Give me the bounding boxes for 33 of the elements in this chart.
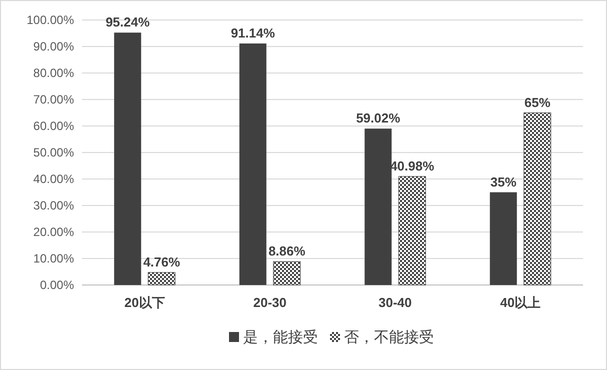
data-label: 59.02% [356,110,401,126]
x-tick-label: 40以上 [500,295,541,310]
bar [239,43,266,285]
data-label: 91.14% [230,25,276,40]
legend-label: 否，不能接受 [344,329,434,346]
bar [114,32,142,285]
data-label: 4.76% [143,254,180,270]
bar [490,192,517,285]
data-label: 35% [490,174,517,190]
y-tick-label: 70.00% [33,92,74,106]
y-tick-label: 60.00% [33,119,74,133]
y-tick-label: 100.00% [26,13,74,27]
legend-label: 是，能接受 [243,329,318,346]
data-label: 95.24% [106,14,150,30]
x-tick-label: 20以下 [124,295,165,310]
y-tick-label: 40.00% [33,172,74,186]
y-tick-label: 90.00% [33,40,74,54]
y-tick-label: 80.00% [33,66,74,80]
y-tick-label: 50.00% [33,146,74,160]
bar [398,176,426,286]
bar [524,112,552,286]
y-tick-label: 10.00% [33,252,74,266]
data-label: 8.86% [268,244,306,259]
y-tick-label: 0.00% [40,278,74,292]
y-tick-label: 20.00% [33,225,74,239]
bar [148,272,176,286]
bar [273,261,301,286]
data-label: 65% [524,94,551,110]
bar [364,128,392,285]
x-tick-label: 20-30 [253,295,286,310]
x-tick-label: 30-40 [378,295,412,310]
y-tick-label: 30.00% [33,198,74,212]
data-label: 40.98% [390,158,435,174]
